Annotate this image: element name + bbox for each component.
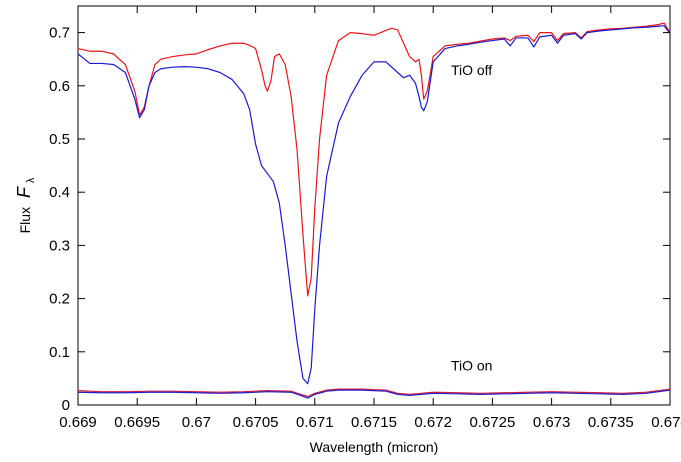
- series-line-2: [77, 388, 671, 398]
- x-tick-label: 0.6725: [469, 414, 515, 431]
- x-axis-title: Wavelength (micron): [310, 439, 439, 455]
- y-axis-title: Flux F λ: [14, 177, 37, 233]
- x-tick-label: 0.671: [296, 414, 334, 431]
- series-line-1: [77, 25, 671, 385]
- y-axis-title-subscript: λ: [25, 177, 37, 183]
- y-tick-label: 0.5: [49, 131, 70, 148]
- x-tick-label: 0.672: [414, 414, 452, 431]
- x-tick-label: 0.674: [651, 414, 681, 431]
- x-tick-label: 0.6695: [114, 414, 160, 431]
- y-tick-label: 0.6: [49, 78, 70, 95]
- y-tick-label: 0.2: [49, 291, 70, 308]
- y-axis-title-symbol: F: [14, 186, 34, 198]
- x-tick-label: 0.673: [533, 414, 571, 431]
- y-tick-label: 0: [62, 397, 70, 414]
- y-tick-label: 0.3: [49, 237, 70, 254]
- annotation-tio-on: TiO on: [451, 357, 493, 373]
- annotation-tio-off: TiO off: [451, 62, 492, 78]
- x-tick-label: 0.6715: [351, 414, 397, 431]
- x-tick-label: 0.669: [59, 414, 97, 431]
- y-ticks: 0 0.1 0.2 0.3 0.4 0.5 0.6 0.7: [49, 25, 670, 414]
- y-axis-title-prefix: Flux: [17, 207, 33, 233]
- x-ticks: 0.669 0.6695 0.67 0.6705 0.671 0.6715 0.672 0.6…: [59, 6, 681, 431]
- y-tick-label: 0.1: [49, 344, 70, 361]
- plot-frame: [77, 5, 671, 406]
- plot-area: 0.669 0.6695 0.67 0.6705 0.671 0.6715 0.672 0.6…: [49, 5, 681, 431]
- x-tick-label: 0.6735: [588, 414, 634, 431]
- y-tick-label: 0.7: [49, 25, 70, 42]
- series-line-3: [77, 389, 671, 399]
- x-tick-label: 0.6705: [233, 414, 279, 431]
- y-tick-label: 0.4: [49, 184, 70, 201]
- series-layer: [77, 22, 671, 399]
- x-tick-label: 0.67: [182, 414, 211, 431]
- series-line-0: [77, 22, 671, 297]
